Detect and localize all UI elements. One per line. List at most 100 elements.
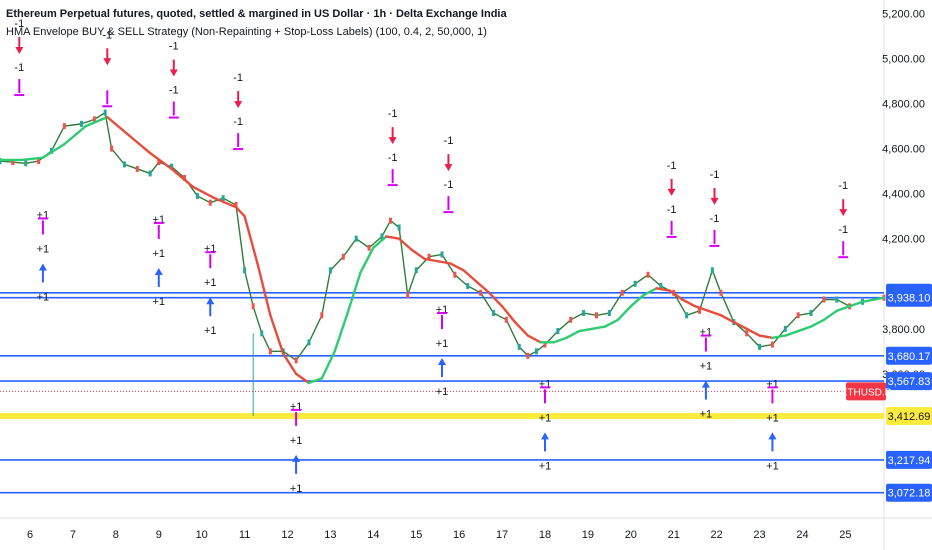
price-point [268,348,272,355]
signal-label-bottom: -1 [233,116,243,128]
chart-title: Ethereum Perpetual futures, quoted, sett… [6,8,507,20]
price-point [354,235,358,242]
price-point [453,271,457,278]
hma-envelope-segment [590,325,607,331]
sell-signal: -1 -1 [666,160,677,238]
signal-label-top: +1 [153,248,166,260]
price-point [770,341,774,348]
hma-envelope-segment [170,167,195,189]
price-point [170,163,174,170]
x-tick-label: 14 [367,529,379,541]
hma-envelope-segment [578,327,594,333]
signal-label-top: +1 [766,412,779,424]
price-point [243,267,247,274]
level-price-tag-label: 3,567.83 [888,376,931,388]
x-tick-label: 18 [539,529,551,541]
hma-envelope-segment [758,334,774,340]
hma-envelope-segment [861,296,886,303]
signal-label-top: +1 [436,338,449,350]
price-point [11,159,15,166]
price-point [135,165,139,172]
hma-envelope-segment [565,329,581,340]
y-tick-label: 4,200.00 [882,234,925,246]
x-tick-label: 12 [281,529,293,541]
price-point [479,289,483,296]
buy-arrow-head [540,432,549,440]
hma-envelope-segment [63,124,88,146]
price-point [183,174,187,181]
signal-label-top: +1 [204,243,217,255]
signal-label-top: -1 [444,135,454,147]
price-point [607,310,611,317]
y-tick-label: 5,200.00 [882,9,925,21]
x-tick-label: 9 [156,529,162,541]
price-point [406,292,410,299]
hma-envelope-segment [269,314,285,355]
hma-envelope-segment [20,156,45,162]
price-point [466,283,470,290]
hma-envelope-segment [668,289,684,301]
buy-signal: +1 +1 +1 [700,327,713,421]
sell-signal: -1 -1 [443,135,454,214]
price-point [556,328,560,335]
hma-envelope-segment [436,260,452,265]
hma-envelope-segment [500,305,517,324]
buy-arrow-head [38,263,47,271]
hma-envelope-segment [410,248,427,261]
price-point [148,170,152,177]
hma-envelope-segment [693,305,710,312]
price-point [414,267,418,274]
x-tick-label: 23 [753,529,765,541]
hma-envelope-segment [320,350,336,380]
hma-envelope-segment [346,271,362,315]
hma-envelope-segment [372,235,388,249]
buy-arrow-head [701,380,710,388]
hma-envelope-segment [423,257,439,263]
x-tick-label: 15 [410,529,422,541]
price-point [835,296,839,303]
buy-signal: +1 +1 +1 [539,378,552,472]
price-point [380,233,384,240]
hma-envelope-segment [462,269,478,283]
sell-arrow-head [839,209,848,217]
buy-signal: +1 +1 +1 [290,401,303,495]
signal-label-bottom: -1 [667,204,677,216]
indicator-legend: HMA Envelope BUY & SELL Strategy (Non-Re… [6,26,487,38]
level-price-tag-label: 3,072.18 [888,488,931,500]
price-point [783,325,787,332]
hma-envelope-segment [526,334,542,344]
price-point [328,267,332,274]
hma-envelope-segment [706,309,723,317]
signal-label-top: -1 [838,180,848,192]
signal-label-top: +1 [700,327,713,339]
price-point [260,330,264,337]
hma-envelope-segment [397,237,414,252]
level-price-tag-label: 3,217.94 [888,455,931,467]
signal-label-bottom: -1 [169,85,179,97]
level-price-tag-label: 3,412.69 [888,411,931,423]
price-point [620,289,624,296]
y-tick-label: 4,600.00 [882,144,925,156]
hma-envelope-segment [822,309,838,322]
sell-arrow-head [388,137,397,145]
hma-envelope-segment [719,314,736,324]
x-tick-label: 21 [668,529,680,541]
y-tick-label: 4,800.00 [882,99,925,111]
signal-label-top: +1 [290,401,303,413]
price-point [103,109,107,116]
hma-envelope-segment [127,133,152,155]
signal-label-top: -1 [388,108,398,120]
price-point [543,341,547,348]
price-point [504,316,508,323]
price-point [809,310,813,317]
level-price-tag [886,288,932,307]
signal-label-top: -1 [710,169,720,181]
x-tick-label: 8 [113,529,119,541]
x-tick-label: 24 [796,529,808,541]
signal-label-top: +1 [204,277,217,289]
sell-signal: -1 [102,29,113,108]
price-point [822,296,826,303]
signal-label-top: +1 [153,214,166,226]
signal-label-top: -1 [667,160,677,172]
